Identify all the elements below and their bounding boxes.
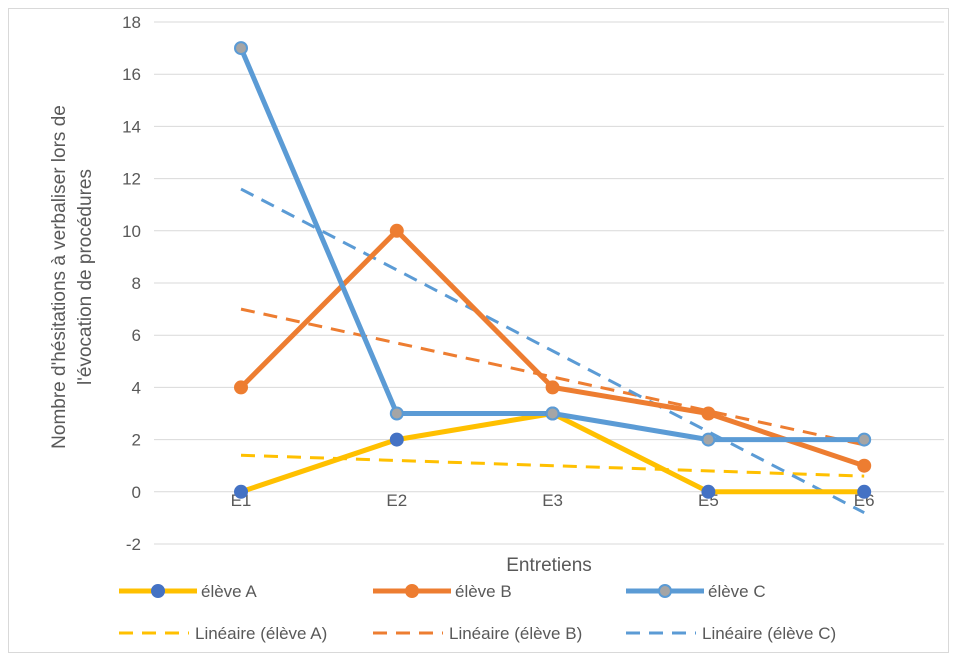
y-tick-label: 16 bbox=[122, 65, 141, 84]
legend-label: Linéaire (élève A) bbox=[195, 624, 327, 643]
y-tick-label: 10 bbox=[122, 222, 141, 241]
y-axis-label-line-1: Nombre d'hésitations à verbaliser lors d… bbox=[49, 105, 70, 449]
data-point bbox=[389, 223, 404, 238]
data-point bbox=[389, 432, 404, 447]
chart-frame: -2 0 2 4 6 8 10 12 14 16 18 E1 E2 E3 E5 E6 Nombre d'hé… bbox=[8, 8, 949, 653]
legend-marker bbox=[405, 584, 419, 598]
y-tick-label: 18 bbox=[122, 13, 141, 32]
data-point bbox=[857, 458, 872, 473]
data-point bbox=[234, 41, 248, 56]
legend-marker bbox=[151, 584, 165, 598]
y-tick-label: -2 bbox=[126, 535, 141, 554]
trendline bbox=[240, 187, 865, 515]
legend-label: élève B bbox=[455, 582, 512, 601]
y-tick-label: 6 bbox=[132, 326, 141, 345]
y-axis-label-line-2: l'évocation de procédures bbox=[75, 169, 96, 385]
y-tick-label: 0 bbox=[132, 483, 141, 502]
y-tick-label: 2 bbox=[132, 431, 141, 450]
y-tick-label: 4 bbox=[132, 378, 141, 397]
gridlines bbox=[154, 21, 944, 545]
data-point bbox=[389, 406, 404, 421]
legend-label: Linéaire (élève C) bbox=[702, 624, 836, 643]
x-tick-label: E3 bbox=[542, 491, 563, 510]
x-axis-label: Entretiens bbox=[506, 555, 592, 576]
y-tick-label: 12 bbox=[122, 170, 141, 189]
data-point bbox=[701, 432, 716, 447]
x-tick-label: E2 bbox=[386, 491, 407, 510]
y-tick-label: 14 bbox=[122, 117, 141, 136]
data-point bbox=[234, 484, 248, 499]
y-tick-label: 8 bbox=[132, 274, 141, 293]
legend-label: élève C bbox=[708, 582, 766, 601]
data-point bbox=[857, 432, 872, 447]
data-point bbox=[857, 484, 872, 499]
legend-label: élève A bbox=[201, 582, 257, 601]
trendline bbox=[240, 307, 865, 447]
legend-label: Linéaire (élève B) bbox=[449, 624, 582, 643]
data-point bbox=[234, 380, 248, 395]
series-markers bbox=[234, 41, 872, 499]
y-tick-labels: -2 0 2 4 6 8 10 12 14 16 18 bbox=[122, 13, 141, 554]
data-point bbox=[545, 380, 560, 395]
trendlines bbox=[240, 187, 865, 515]
legend: élève A élève B élève C Linéaire (élève A) L… bbox=[119, 582, 836, 643]
data-point bbox=[701, 484, 716, 499]
legend-marker bbox=[658, 584, 672, 598]
data-point bbox=[701, 406, 716, 421]
data-point bbox=[545, 406, 560, 421]
